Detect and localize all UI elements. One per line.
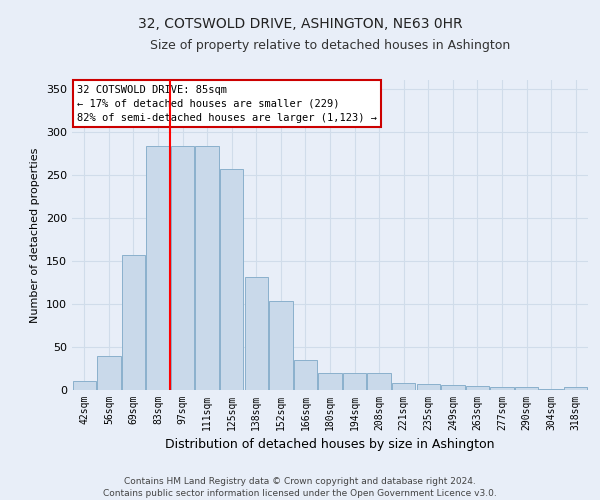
Y-axis label: Number of detached properties: Number of detached properties (31, 148, 40, 322)
Bar (441, 385, 464, 390)
X-axis label: Distribution of detached houses by size in Ashington: Distribution of detached houses by size … (165, 438, 495, 452)
Bar (319, 373, 341, 390)
Bar (466, 386, 489, 390)
Bar (490, 386, 514, 390)
Bar (122, 255, 145, 390)
Bar (392, 383, 415, 390)
Bar (367, 373, 391, 390)
Bar (220, 168, 244, 390)
Bar (269, 302, 293, 390)
Bar (245, 277, 268, 390)
Bar (564, 388, 587, 390)
Text: 32, COTSWOLD DRIVE, ASHINGTON, NE63 0HR: 32, COTSWOLD DRIVE, ASHINGTON, NE63 0HR (137, 18, 463, 32)
Text: 32 COTSWOLD DRIVE: 85sqm
← 17% of detached houses are smaller (229)
82% of semi-: 32 COTSWOLD DRIVE: 85sqm ← 17% of detach… (77, 84, 377, 122)
Bar (196, 146, 219, 390)
Bar (97, 356, 121, 390)
Title: Size of property relative to detached houses in Ashington: Size of property relative to detached ho… (150, 40, 510, 52)
Bar (294, 360, 317, 390)
Bar (416, 384, 440, 390)
Bar (171, 146, 194, 390)
Bar (343, 373, 366, 390)
Text: Contains HM Land Registry data © Crown copyright and database right 2024.
Contai: Contains HM Land Registry data © Crown c… (103, 476, 497, 498)
Bar (515, 388, 538, 390)
Bar (73, 382, 96, 390)
Bar (146, 146, 170, 390)
Bar (539, 389, 563, 390)
